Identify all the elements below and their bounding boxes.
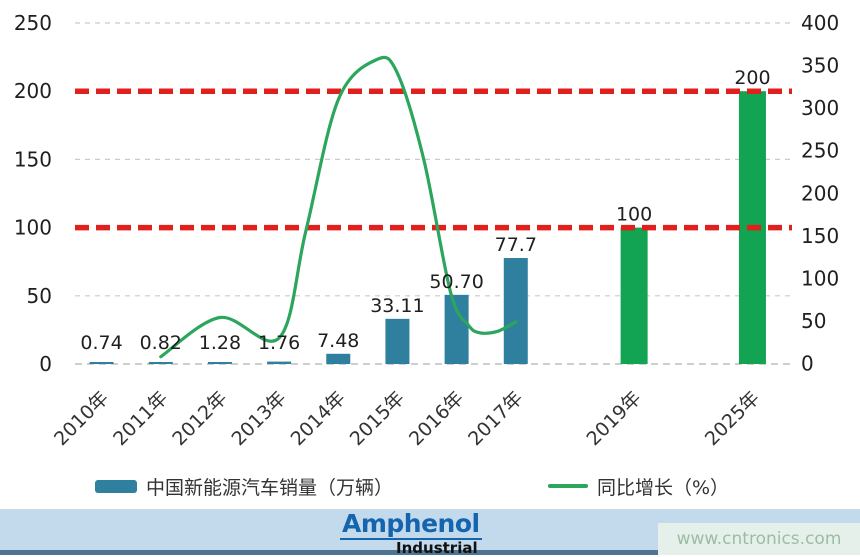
x-axis-label-2025年: 2025年 [701, 387, 764, 450]
x-axis-label-2017年: 2017年 [464, 387, 527, 450]
chart-canvas: 0 50 100 150 200 250 0 50 100 150 200 250 300 350 400 0… [14, 11, 839, 450]
x-axis-label-2015年: 2015年 [346, 387, 409, 450]
right-axis-tick-100: 100 [801, 266, 839, 290]
bar-value-label-2010年: 0.74 [80, 332, 122, 354]
bar-value-label-2016年: 50.70 [429, 271, 483, 293]
bar-value-label-2011年: 0.82 [140, 332, 182, 354]
x-axis-label-2016年: 2016年 [405, 387, 468, 450]
x-axis-label-2011年: 2011年 [109, 387, 172, 450]
bar-value-label-2017年: 77.7 [495, 234, 537, 256]
right-axis-tick-50: 50 [801, 309, 826, 333]
x-axis-label-2013年: 2013年 [227, 387, 290, 450]
right-axis-tick-150: 150 [801, 224, 839, 248]
left-axis-tick-100: 100 [14, 216, 52, 240]
x-axis-label-2012年: 2012年 [168, 387, 231, 450]
bar-2013年 [267, 361, 292, 364]
bar-value-label-2019年: 100 [616, 204, 652, 226]
bar-value-label-2014年: 7.48 [317, 330, 359, 352]
logo-amphenol-text: Amphenol [340, 509, 482, 540]
watermark-text: www.cntronics.com [676, 529, 842, 549]
x-axis-label-2019年: 2019年 [582, 387, 645, 450]
legend-sales-label: 中国新能源汽车销量（万辆） [146, 476, 394, 499]
bar-2016年 [444, 294, 469, 364]
right-axis-tick-300: 300 [801, 96, 839, 120]
growth-line [159, 55, 518, 359]
left-axis-tick-0: 0 [39, 352, 52, 376]
bar-value-label-2015年: 33.11 [370, 295, 424, 317]
x-axis-label-2014年: 2014年 [287, 387, 350, 450]
right-axis-tick-250: 250 [801, 139, 839, 163]
logo-industrial-text: Industrial [396, 539, 478, 557]
right-axis-tick-400: 400 [801, 11, 839, 35]
bar-2019年 [620, 227, 648, 364]
right-axis-tick-0: 0 [801, 352, 814, 376]
legend-growth-label: 同比增长（%） [597, 476, 730, 499]
watermark-box: www.cntronics.com [658, 523, 860, 555]
bar-2010年 [89, 362, 114, 364]
bar-value-label-2013年: 1.76 [258, 332, 300, 354]
chart-legend: 中国新能源汽车销量（万辆） 同比增长（%） [0, 472, 860, 500]
bar-2014年 [326, 353, 351, 364]
bar-2017年 [503, 258, 528, 364]
legend-item-sales: 中国新能源汽车销量（万辆） [95, 472, 393, 500]
bar-2012年 [207, 362, 232, 364]
legend-item-growth: 同比增长（%） [548, 472, 729, 500]
left-axis-tick-150: 150 [14, 147, 52, 171]
legend-line-swatch [548, 484, 588, 488]
footer-strip [0, 550, 860, 555]
bar-2011年 [148, 362, 173, 364]
left-axis-tick-200: 200 [14, 79, 52, 103]
bar-value-label-2012年: 1.28 [199, 332, 241, 354]
bar-value-label-2025年: 200 [734, 67, 770, 89]
bar-2015年 [385, 318, 410, 364]
right-axis-tick-200: 200 [801, 181, 839, 205]
right-axis-tick-350: 350 [801, 54, 839, 78]
amphenol-logo: Amphenol Industrial [340, 511, 482, 556]
left-axis-tick-250: 250 [14, 11, 52, 35]
x-axis-label-2010年: 2010年 [50, 387, 113, 450]
legend-bar-swatch [95, 479, 137, 493]
left-axis-tick-50: 50 [27, 284, 52, 308]
